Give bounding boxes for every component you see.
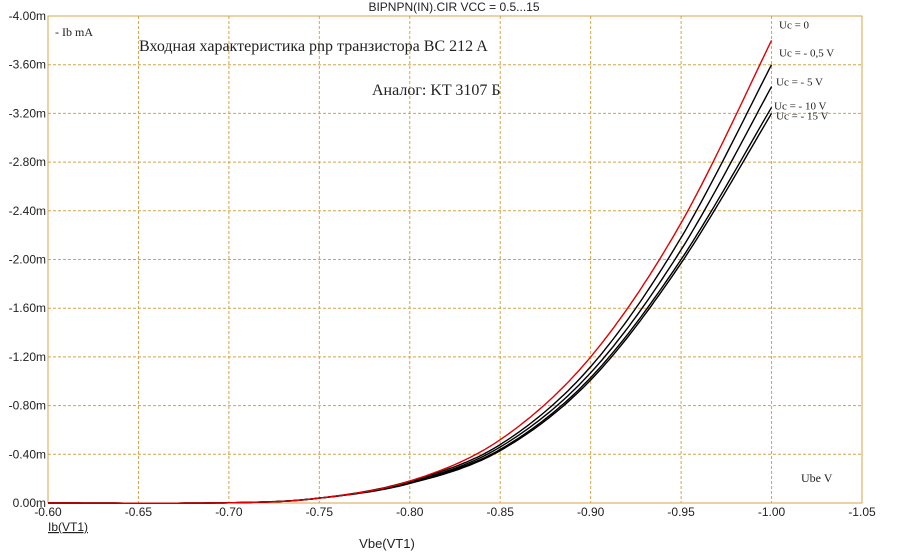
series-label: Uc = - 15 V bbox=[776, 110, 828, 122]
x-unit-label: Ube V bbox=[801, 471, 833, 485]
x-tick-label: -0.75 bbox=[306, 505, 334, 519]
chart-title: BIPNPN(IN).CIR VCC = 0.5...15 bbox=[368, 0, 539, 14]
series-labels: Uc = 0 Uc = - 0,5 V Uc = - 5 V Uc = - 10 VU… bbox=[774, 19, 834, 122]
analog-annotation: Аналог: KT 3107 Б bbox=[372, 82, 501, 99]
x-tick-label: -1.05 bbox=[848, 505, 876, 519]
series-label: Uc = 0 bbox=[779, 19, 810, 31]
grid-lines bbox=[48, 16, 862, 503]
series-label: Uc = - 5 V bbox=[776, 77, 823, 89]
x-tick-label: -0.85 bbox=[487, 505, 515, 519]
y-tick-label: -3.60m bbox=[9, 58, 46, 72]
y-tick-label: -1.20m bbox=[9, 350, 46, 364]
heading-annotation: Входная характеристика pnp транзистора B… bbox=[139, 38, 488, 55]
y-axis-ticks: 0.00m -0.40m -0.80m -1.20m -1.60m -2.00m -2.40… bbox=[9, 9, 46, 510]
y-tick-label: -0.80m bbox=[9, 399, 46, 413]
x-tick-label: -0.60 bbox=[34, 505, 62, 519]
y-tick-label: -2.80m bbox=[9, 155, 46, 169]
series-line bbox=[48, 40, 773, 504]
x-tick-label: -0.95 bbox=[667, 505, 695, 519]
y-tick-label: -3.20m bbox=[9, 106, 46, 120]
x-tick-label: -0.80 bbox=[396, 505, 424, 519]
plot-frame bbox=[47, 15, 863, 504]
y-unit-label: - Ib mA bbox=[55, 25, 93, 39]
y-tick-label: -2.00m bbox=[9, 253, 46, 267]
y-tick-label: -1.60m bbox=[9, 301, 46, 315]
x-axis-label: Vbe(VT1) bbox=[359, 536, 415, 551]
x-tick-label: -0.70 bbox=[215, 505, 243, 519]
x-tick-label: -1.00 bbox=[758, 505, 786, 519]
series-label: Uc = - 10 V bbox=[774, 100, 826, 112]
y-tick-label: -4.00m bbox=[9, 9, 46, 23]
series-label: Uc = - 0,5 V bbox=[779, 48, 834, 60]
y-tick-label: -0.40m bbox=[9, 447, 46, 461]
series-line bbox=[48, 86, 773, 504]
series-group bbox=[48, 40, 773, 504]
y-tick-label: 0.00m bbox=[13, 496, 46, 510]
y-axis-label: Ib(VT1) bbox=[48, 520, 88, 534]
x-tick-label: -0.90 bbox=[577, 505, 605, 519]
y-tick-label: -2.40m bbox=[9, 204, 46, 218]
x-tick-label: -0.65 bbox=[125, 505, 153, 519]
x-axis-ticks: -0.60 -0.65 -0.70 -0.75 -0.80 -0.85 -0.90 -0.95… bbox=[34, 505, 876, 519]
